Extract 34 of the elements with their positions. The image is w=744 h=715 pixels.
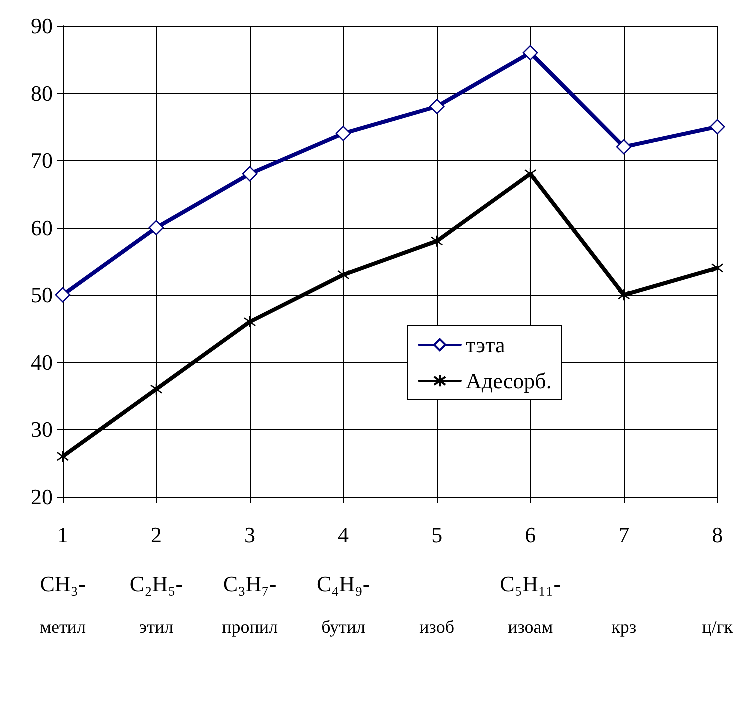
category-label: 5 изоб (420, 522, 454, 637)
y-tick-label: 50 (31, 282, 53, 308)
y-tick-label: 20 (31, 484, 53, 510)
y-tick-label: 80 (31, 80, 53, 106)
point (55, 287, 71, 303)
x-tick-label: 4 C₄H₉- бутил (316, 522, 370, 637)
y-tick-label: 40 (31, 350, 53, 375)
y-tick-label: 90 (31, 14, 53, 38)
x-tick-label: 6 C₅H₁₁- изоам (500, 522, 562, 637)
point (336, 126, 352, 142)
legend-label: тэта (466, 332, 506, 358)
category-label: 7 крз (612, 522, 637, 637)
point (522, 45, 538, 61)
x-tick-label: 1 CH₃- метил (40, 522, 86, 637)
y-tick-label: 60 (31, 215, 53, 240)
point (148, 220, 164, 236)
point (242, 166, 258, 182)
point (150, 383, 163, 396)
y-tick-label: 70 (31, 148, 53, 174)
point (430, 235, 444, 248)
legend-label: Адесорб. (466, 368, 552, 394)
point (616, 139, 632, 155)
point (429, 99, 445, 114)
point (710, 119, 726, 135)
point (337, 268, 350, 282)
category-label: 8 ц/гк (702, 522, 733, 637)
point (618, 288, 630, 302)
point (524, 168, 537, 180)
x-tick-label: 3 C₃H₇- пропил (222, 522, 278, 637)
point (56, 450, 70, 463)
x-tick-label: 2 C₂H₅- этил (130, 522, 184, 637)
point (244, 316, 256, 328)
y-tick-label: 30 (31, 417, 53, 442)
point (711, 262, 724, 274)
